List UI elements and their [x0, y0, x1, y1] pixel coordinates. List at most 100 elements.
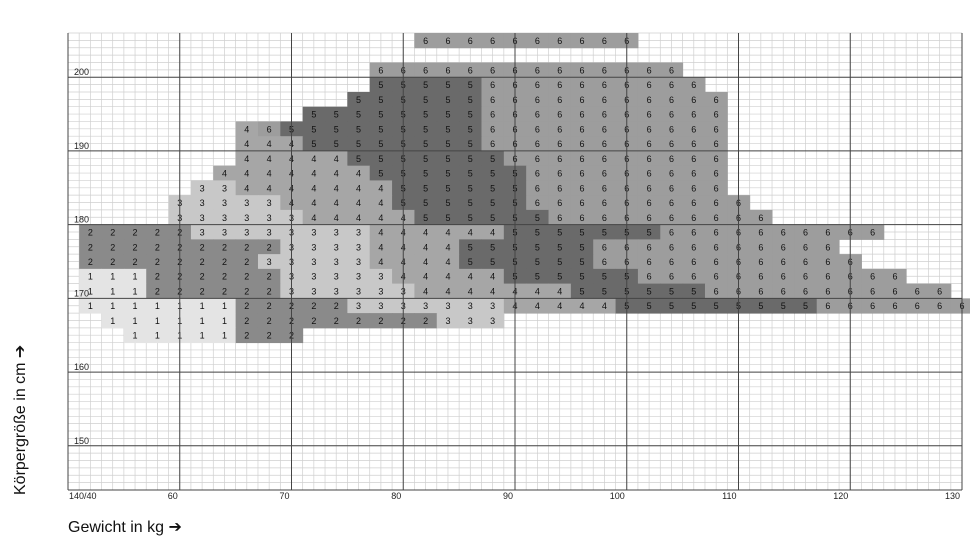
size-cell [146, 268, 170, 285]
size-cell [235, 180, 259, 196]
size-label: 6 [468, 65, 473, 75]
size-label: 4 [468, 272, 473, 282]
size-cell [660, 283, 684, 299]
size-cell [302, 313, 326, 329]
size-cell [414, 254, 438, 270]
size-label: 4 [423, 242, 428, 252]
size-label: 1 [155, 301, 160, 311]
size-label: 1 [155, 316, 160, 326]
size-label: 5 [445, 169, 450, 179]
size-cell [593, 150, 617, 167]
size-label: 6 [669, 228, 674, 238]
size-label: 6 [691, 242, 696, 252]
size-label: 6 [825, 286, 830, 296]
size-label: 3 [267, 228, 272, 238]
size-cell [213, 180, 237, 196]
size-cell [459, 254, 482, 270]
size-label: 4 [535, 286, 540, 296]
size-label: 6 [669, 257, 674, 267]
size-cell [369, 195, 393, 211]
size-label: 3 [334, 242, 339, 252]
size-cell [369, 62, 393, 78]
size-label: 5 [714, 301, 719, 311]
size-label: 5 [468, 95, 473, 105]
size-cell [861, 268, 885, 285]
size-label: 3 [468, 316, 473, 326]
size-cell [369, 268, 393, 285]
size-label: 3 [244, 213, 249, 223]
size-cell [593, 283, 617, 299]
size-label: 6 [669, 65, 674, 75]
size-cell [123, 283, 147, 299]
size-cell [436, 77, 460, 93]
size-label: 1 [133, 301, 138, 311]
size-label: 4 [423, 257, 428, 267]
size-cell [436, 239, 460, 255]
size-label: 4 [334, 213, 339, 223]
size-cell [79, 268, 103, 285]
size-cell [704, 209, 728, 226]
size-cell [347, 180, 371, 196]
size-cell [660, 195, 684, 211]
size-label: 6 [557, 213, 562, 223]
size-cell [235, 298, 259, 314]
size-label: 6 [580, 110, 585, 120]
size-label: 6 [647, 80, 652, 90]
size-cell [302, 121, 326, 137]
size-cell [190, 209, 214, 226]
size-cell [704, 165, 728, 181]
size-cell [369, 298, 393, 314]
size-cell [526, 224, 550, 240]
size-cell [481, 136, 505, 152]
size-cell [123, 224, 147, 240]
size-cell [481, 283, 505, 299]
size-label: 6 [423, 65, 428, 75]
size-label: 5 [356, 110, 361, 120]
size-label: 5 [378, 154, 383, 164]
size-label: 3 [356, 301, 361, 311]
size-cell [682, 224, 706, 240]
size-cell [213, 209, 237, 226]
size-label: 6 [535, 95, 540, 105]
size-cell [570, 209, 594, 226]
size-cell [257, 195, 281, 211]
size-label: 2 [155, 272, 160, 282]
size-cell [79, 254, 103, 270]
size-label: 6 [378, 65, 383, 75]
size-label: 5 [468, 183, 473, 193]
size-label: 5 [423, 95, 428, 105]
size-cell [123, 239, 147, 255]
size-cell [347, 165, 371, 181]
size-cell [861, 283, 885, 299]
size-label: 6 [669, 110, 674, 120]
size-cell [436, 91, 460, 108]
size-cell [548, 33, 572, 49]
size-label: 5 [468, 257, 473, 267]
size-label: 6 [423, 36, 428, 46]
size-label: 4 [378, 183, 383, 193]
size-cell [257, 121, 281, 137]
size-cell [213, 195, 237, 211]
size-label: 6 [669, 198, 674, 208]
size-cell [459, 136, 482, 152]
size-cell [548, 283, 572, 299]
size-label: 6 [714, 95, 719, 105]
size-label: 6 [691, 272, 696, 282]
y-tick-label: 170 [74, 288, 89, 298]
size-cell [481, 209, 505, 226]
size-cell [436, 121, 460, 137]
size-cell [548, 239, 572, 255]
size-label: 6 [647, 272, 652, 282]
size-label: 3 [200, 228, 205, 238]
size-label: 6 [669, 213, 674, 223]
size-label: 4 [445, 242, 450, 252]
size-label: 5 [445, 213, 450, 223]
size-cell [213, 239, 237, 255]
size-label: 6 [647, 198, 652, 208]
size-cell [704, 106, 728, 122]
size-label: 6 [647, 242, 652, 252]
size-cell [637, 298, 661, 314]
size-label: 2 [88, 257, 93, 267]
size-cell [302, 268, 326, 285]
size-label: 2 [244, 286, 249, 296]
